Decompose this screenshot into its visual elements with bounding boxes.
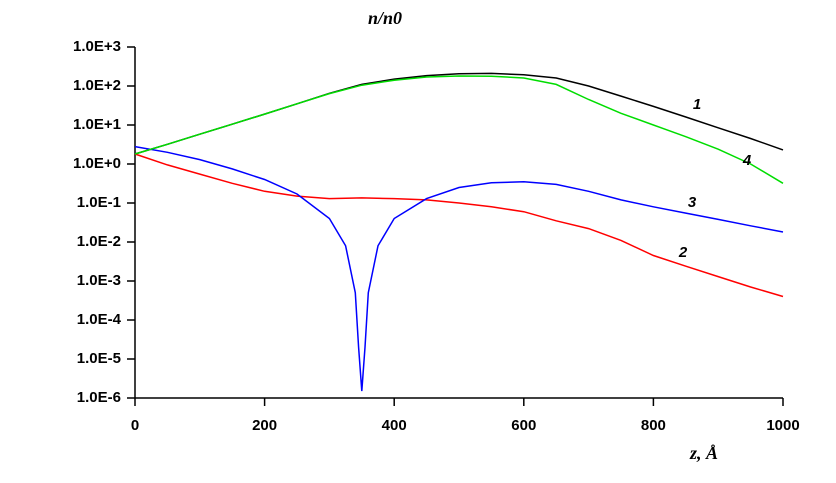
- y-tick-label: 1.0E-3: [77, 272, 121, 289]
- y-tick-label: 1.0E+3: [73, 38, 121, 55]
- x-tick-label: 200: [252, 417, 277, 434]
- series-label: 1: [693, 96, 701, 113]
- series-line: [134, 145, 784, 392]
- series-label: 2: [678, 244, 688, 261]
- series-label: 3: [688, 194, 697, 211]
- x-tick-label: 800: [641, 417, 666, 434]
- y-tick-label: 1.0E-4: [77, 311, 122, 328]
- y-tick-label: 1.0E+0: [73, 155, 121, 172]
- y-tick-label: 1.0E+2: [73, 77, 121, 94]
- x-tick-label: 600: [511, 417, 536, 434]
- series-line: [134, 72, 784, 155]
- series-line: [134, 75, 784, 184]
- y-tick-label: 1.0E-6: [77, 389, 121, 406]
- x-tick-label: 400: [382, 417, 407, 434]
- y-tick-label: 1.0E-1: [77, 194, 121, 211]
- y-tick-label: 1.0E-5: [77, 350, 121, 367]
- x-tick-label: 1000: [766, 417, 799, 434]
- series-line: [134, 153, 784, 298]
- x-tick-label: 0: [131, 417, 139, 434]
- y-axis-label: n/n0: [368, 8, 402, 28]
- series-label: 4: [742, 152, 752, 169]
- y-tick-label: 1.0E+1: [73, 116, 121, 133]
- y-tick-label: 1.0E-2: [77, 233, 121, 250]
- x-axis-label: z, Å: [689, 443, 718, 463]
